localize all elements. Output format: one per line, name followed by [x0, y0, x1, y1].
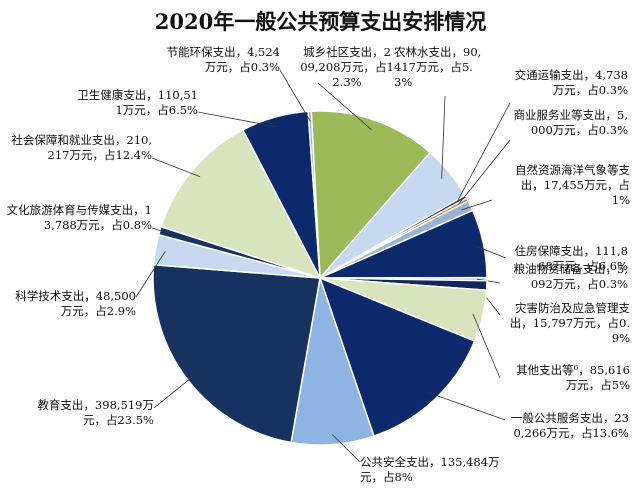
slice-label: 粮油物资储备支出，5,092万元，占0.3%	[513, 262, 628, 291]
chart-title: 2020年一般公共预算支出安排情况	[154, 9, 487, 34]
slice-label: 公共安全支出，135,484万元，占8%	[360, 455, 500, 484]
slice-label: 商业服务业等支出，5,000万元，占0.3%	[513, 108, 628, 137]
leader-line	[476, 278, 501, 284]
leader-line	[151, 157, 201, 178]
leader-line	[456, 102, 511, 202]
slice-label: 自然资源海洋气象等支出，17,455万元，占1%	[515, 163, 630, 207]
leader-line	[135, 251, 166, 298]
slice-label: 社会保障和就业支出，210,217万元，占12.4%	[11, 133, 152, 162]
leader-line	[197, 111, 278, 128]
leader-line	[153, 373, 197, 409]
slice-label: 住房保障支出，111,868万元，占6.6%	[514, 244, 628, 273]
slice-label: 教育支出，398,519万元，占23.5%	[37, 398, 154, 427]
pie-slice	[310, 110, 432, 280]
slice-label: 卫生健康支出，110,511万元，占6.5%	[77, 88, 198, 117]
leader-line	[151, 227, 170, 234]
slice-label: 文化旅游体育与传媒支出，13,788万元，占0.8%	[6, 203, 152, 232]
leader-line	[458, 139, 511, 205]
slice-label: 农林水支出，90,417万元，占5.3%	[394, 45, 482, 89]
leader-line	[427, 391, 506, 421]
slice-label: 灾害防治及应急管理支出，15,797万元，占0.9%	[509, 301, 630, 345]
pie-slice	[160, 128, 322, 280]
leader-line	[472, 313, 501, 379]
leader-line	[473, 245, 507, 259]
pie-slice	[307, 110, 321, 279]
pie-slice	[152, 263, 321, 444]
slice-label: 科学技术支出，48,500万元，占2.9%	[15, 289, 136, 318]
slice-label: 交通运输支出，4,738万元，占0.3%	[514, 68, 628, 97]
leader-line	[279, 69, 311, 122]
slice-label: 一般公共服务支出，230,266万元，占13.6%	[510, 411, 629, 440]
leader-line	[461, 199, 493, 211]
leader-line	[441, 95, 446, 179]
pie-slice	[318, 276, 476, 438]
leader-line	[317, 82, 372, 131]
leader-line	[331, 434, 361, 463]
slice-label: 其他支出等⁶，85,616万元，占5%	[516, 363, 630, 392]
slice-label: 节能环保支出，4,524万元，占0.3%	[166, 45, 280, 74]
slice-label: 城乡社区支出，209,208万元，占12.3%	[300, 45, 394, 89]
